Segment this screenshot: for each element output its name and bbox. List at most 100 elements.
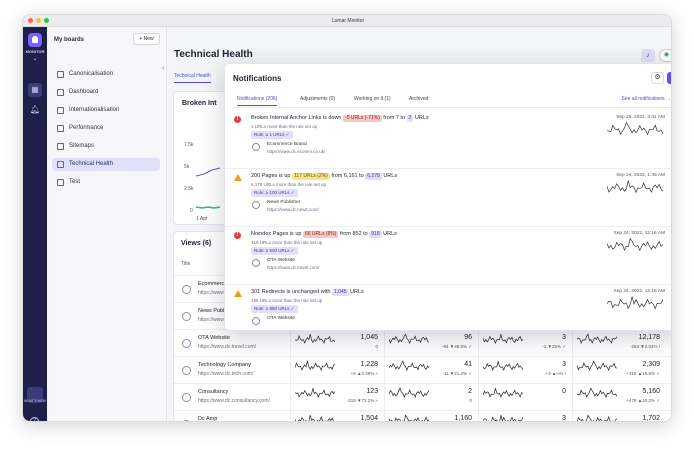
metric-cell[interactable]: 1,045 0 <box>290 330 384 357</box>
sparkline <box>577 333 617 344</box>
sidebar-item-technical-health[interactable]: Technical Health <box>52 158 160 171</box>
add-notification-button[interactable]: + <box>667 72 671 84</box>
tab-notifications[interactable]: Notifications (206) <box>237 96 278 106</box>
table-row[interactable]: Technology Company https://www.dc.tech.co… <box>174 356 671 384</box>
new-board-button[interactable]: + New <box>133 33 160 45</box>
see-all-notifications-link[interactable]: See all notifications → <box>621 96 671 102</box>
metric-change: -319 ▼72.2% ≈ <box>346 398 378 403</box>
metric-cell[interactable]: 96 -94 ▼49.5% ✓ <box>384 330 478 357</box>
rule-badge[interactable]: Rule: ≥ 850 URLs ✓ <box>251 305 298 313</box>
source-url: https://www.dc.news.com/ <box>267 207 319 212</box>
sparkline <box>483 388 523 398</box>
globe-icon <box>182 339 191 348</box>
y-tick: 0 <box>190 208 193 214</box>
metric-change: -253 ▼2.04% ! <box>630 344 660 349</box>
bell-rail-icon[interactable]: 🔔︎ <box>29 105 41 114</box>
sidebar-item-dashboard[interactable]: Dashboard <box>52 86 160 99</box>
sparkline <box>577 414 617 421</box>
source-name: Ecommerce Brand <box>267 142 307 147</box>
help-icon[interactable]: ? <box>30 417 39 421</box>
value-pill: 918 <box>369 231 382 238</box>
sparkline <box>577 360 617 372</box>
page-title: Technical Health <box>174 49 253 60</box>
chevron-down-icon[interactable]: ⌄ <box>32 56 38 62</box>
metric-cell[interactable]: 2,309 +315 ▲15.8% ✓ <box>572 357 666 384</box>
maximize-window-button[interactable] <box>44 18 49 23</box>
board-icon <box>57 161 64 168</box>
view-url: https://www.dc.consultancy.com/ <box>198 398 270 404</box>
metric-cell[interactable]: 41 -11 ▼21.2% ✓ <box>384 357 478 384</box>
table-row[interactable]: Dc Amphttps://dc.amp/1,504+140 ▲10.3% ≈1… <box>174 410 671 422</box>
notification-item[interactable]: 200 Pages is up 117 URLs (2%) from 6,161… <box>225 169 671 227</box>
notification-description: 418 URLs more than the rule set up <box>251 240 323 245</box>
metric-value: 1,504 <box>360 415 378 422</box>
sidebar-item-performance[interactable]: Performance <box>52 122 160 135</box>
metric-value: 1,702 <box>642 415 660 422</box>
metric-cell[interactable]: 3+3 ▲∞% ! <box>478 411 572 422</box>
view-url: https://www.dc.tech.com/ <box>198 371 254 377</box>
sidebar-item-canonicalisation[interactable]: Canonicalisation <box>52 68 160 81</box>
boards-icon[interactable]: ▦ <box>28 83 42 97</box>
view-name: Ecommerce Brand <box>198 281 244 287</box>
notification-text: Broken Internal Anchor Links is down <box>251 115 342 121</box>
metric-value: 41 <box>464 361 472 368</box>
notification-item[interactable]: ! Noindex Pages is up 66 URLs (8%) from 8… <box>225 227 671 285</box>
views-title: Views (6) <box>181 240 212 247</box>
metric-cell[interactable]: 1,504+140 ▲10.3% ≈ <box>290 411 384 422</box>
metric-cell[interactable]: 1,160+30 ▲2.65% ! <box>384 411 478 421</box>
notification-tabs: Notifications (206) Adjustments (0) Work… <box>233 94 671 108</box>
rule-badge[interactable]: Rule: ≥ 500 URLs ✓ <box>251 247 298 255</box>
notification-item[interactable]: ! Broken Internal Anchor Links is down -5… <box>225 111 671 169</box>
tab-archived[interactable]: Archived <box>409 96 429 102</box>
metric-cell[interactable]: 1,702+1,190 ▲232% ✓ <box>572 411 666 422</box>
whats-new-icon[interactable] <box>27 387 43 403</box>
y-tick: 5k <box>184 164 190 170</box>
metric-cell[interactable]: 5,160 +478 ▲10.2% ✓ <box>572 384 666 411</box>
metric-cell[interactable]: 3 -1 ▼25% ✓ <box>478 330 572 357</box>
minimize-window-button[interactable] <box>36 18 41 23</box>
tab-adjustments[interactable]: Adjustments (0) <box>300 96 336 102</box>
y-tick: 7.5k <box>184 142 194 148</box>
tab-working-on-it[interactable]: Working on it (1) <box>354 96 391 102</box>
mini-line-chart <box>195 167 221 209</box>
tab-technical-health[interactable]: Technical Health <box>174 73 211 83</box>
metric-change: +3 ▲∞% ! <box>545 371 566 376</box>
monitor-logo-icon[interactable] <box>28 33 42 47</box>
metric-cell[interactable]: 3+3 ▲∞% ! <box>478 357 572 384</box>
gear-icon[interactable]: ⚙ <box>651 72 664 84</box>
table-row[interactable]: Consultancy https://www.dc.consultancy.co… <box>174 383 671 411</box>
globe-icon <box>252 201 260 209</box>
table-row[interactable]: OTA Website https://www.dc.travel.com/1,0… <box>174 329 671 357</box>
notifications-bell-icon[interactable]: ♪ <box>641 49 655 62</box>
sidebar-item-sitemaps[interactable]: Sitemaps <box>52 140 160 153</box>
sidebar-item-label: Technical Health <box>69 161 114 167</box>
metric-value: 3 <box>562 415 566 422</box>
sparkline <box>607 237 663 252</box>
metric-cell[interactable]: 0 <box>478 384 572 411</box>
sparkline <box>483 334 523 345</box>
metric-cell[interactable]: 1,228 +6 ▲0.49% ≈ <box>290 357 384 384</box>
source-name: OTA Website <box>267 258 295 263</box>
notification-date: Sep 24, 2022, 12:16 AM <box>613 289 665 294</box>
board-icon <box>57 143 64 150</box>
change-pill: 66 URLs (8%) <box>302 231 339 238</box>
rule-badge[interactable]: Rule: ≥ 1 URLs ✓ <box>251 131 293 139</box>
board-icon <box>57 89 64 96</box>
globe-icon <box>182 420 191 421</box>
change-pill: -5 URLs (-71%) <box>343 115 382 122</box>
metric-cell[interactable]: 123 -319 ▼72.2% ≈ <box>290 384 384 411</box>
notification-item[interactable]: 301 Redirects is unchanged with 1,045 UR… <box>225 285 671 330</box>
metric-value: 5,160 <box>642 388 660 395</box>
sparkline <box>483 361 523 371</box>
account-menu-button[interactable]: ◉⌄ <box>659 49 671 62</box>
notification-text: Noindex Pages is up <box>251 231 302 237</box>
view-name: Consultancy <box>198 389 229 395</box>
metric-cell[interactable]: 12,178 -253 ▼2.04% ! <box>572 330 666 357</box>
sidebar-item-internationalisation[interactable]: Internationalisation <box>52 104 160 117</box>
rule-badge[interactable]: Rule: ≥ 100 URLs ✓ <box>251 189 298 197</box>
notification-headline: Broken Internal Anchor Links is down -5 … <box>251 115 429 122</box>
sidebar-item-test[interactable]: Test <box>52 176 160 189</box>
collapse-sidebar-icon[interactable]: ‹ <box>162 65 165 72</box>
close-window-button[interactable] <box>28 18 33 23</box>
